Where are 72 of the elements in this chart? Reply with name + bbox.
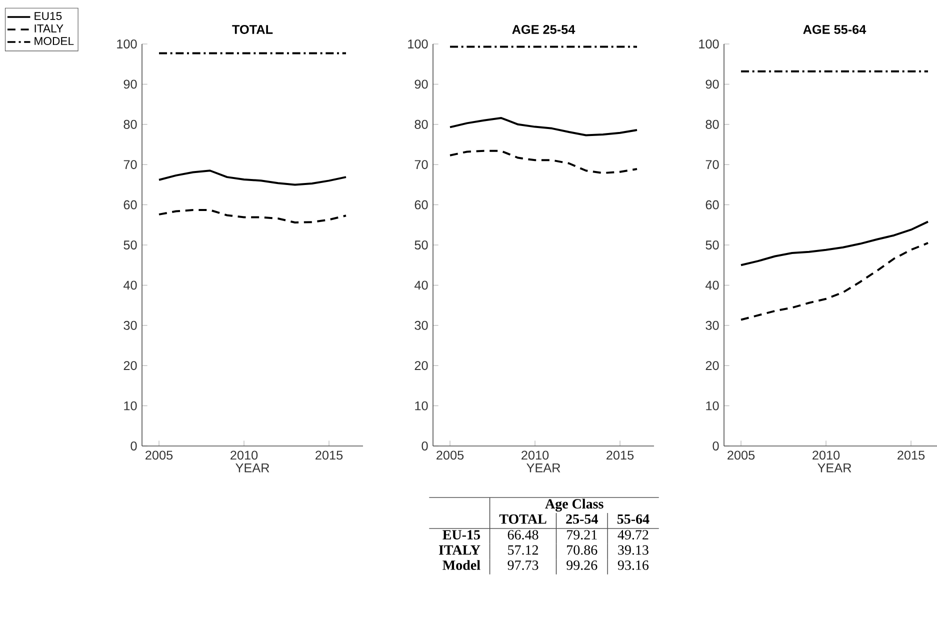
y-tick-label: 70: [414, 160, 428, 170]
y-tick-label: 70: [124, 160, 137, 170]
y-tick-label: 100: [699, 40, 719, 48]
y-tick-label: 80: [124, 120, 137, 129]
category-label: ITALY: [438, 545, 480, 555]
text: 39.13: [618, 545, 648, 555]
line-series: [158, 170, 348, 186]
y-tick-label: 90: [414, 80, 428, 89]
y-tick-label: 30: [414, 320, 428, 330]
text: 70.86: [567, 545, 598, 555]
chart-title: TOTAL: [232, 24, 273, 34]
text: 97.73: [508, 560, 538, 570]
category-label: Model: [442, 560, 480, 570]
y-tick-label: 40: [414, 280, 428, 290]
x-tick-label: 2005: [728, 450, 755, 460]
text: 66.48: [508, 530, 538, 540]
text: 99.26: [566, 560, 598, 570]
y-tick-label: 40: [124, 280, 137, 290]
y-tick-label: 70: [706, 160, 719, 170]
x-tick-label: 2005: [436, 450, 464, 460]
line-series: [158, 209, 348, 224]
y-tick-label: 30: [124, 320, 137, 330]
y-tick-label: 90: [124, 80, 137, 89]
text: 93.16: [618, 560, 649, 570]
category-label: 55-64: [617, 514, 650, 524]
x-tick-label: 2015: [316, 450, 343, 460]
y-tick-label: 0: [130, 442, 137, 450]
chart-title: AGE 55-64: [803, 24, 866, 34]
line-series: [449, 150, 638, 174]
text: 49.72: [618, 530, 648, 540]
chart-title: AGE 25-54: [512, 24, 576, 34]
y-tick-label: 50: [414, 240, 428, 250]
y-tick-label: 60: [706, 200, 719, 210]
y-tick-label: 20: [706, 361, 719, 370]
y-tick-label: 80: [414, 120, 428, 129]
x-tick-label: 2015: [606, 450, 634, 460]
x-tick-label: 2010: [812, 450, 840, 460]
y-tick-label: 90: [706, 80, 719, 89]
y-tick-label: 20: [124, 361, 137, 370]
text: 79.21: [567, 530, 597, 540]
x-tick-label: 2010: [230, 450, 258, 460]
x-tick-label: 2015: [898, 450, 925, 460]
y-tick-label: 60: [414, 200, 428, 210]
text: 57.12: [508, 545, 538, 555]
legend-label: MODEL: [34, 37, 74, 46]
y-tick-label: 20: [414, 361, 428, 370]
y-tick-label: 30: [706, 320, 719, 330]
x-tick-label: 2005: [146, 450, 173, 460]
y-tick-label: 100: [117, 40, 137, 48]
x-tick-label: 2010: [522, 450, 549, 460]
y-tick-label: 60: [124, 200, 137, 210]
y-tick-label: 100: [408, 40, 428, 48]
y-tick-label: 50: [706, 240, 719, 250]
line-series: [449, 116, 638, 136]
y-tick-label: 0: [422, 442, 428, 450]
text: Age Class: [545, 498, 604, 512]
y-tick-label: 10: [706, 401, 719, 410]
category-label: EU-15: [442, 530, 480, 540]
line-series: [740, 220, 930, 266]
y-tick-label: 10: [415, 401, 428, 410]
y-tick-label: 50: [124, 240, 137, 250]
category-label: 25-54: [566, 514, 598, 524]
legend-label: ITALY: [34, 24, 64, 32]
y-tick-label: 80: [706, 120, 719, 129]
category-label: TOTAL: [499, 514, 546, 524]
y-tick-label: 0: [712, 442, 719, 450]
y-tick-label: 10: [124, 401, 137, 410]
x-axis-title: YEAR: [236, 463, 270, 472]
x-axis-title: YEAR: [526, 463, 560, 472]
y-tick-label: 40: [706, 280, 719, 290]
x-axis-title: YEAR: [818, 463, 852, 472]
legend-label: EU15: [34, 12, 62, 20]
